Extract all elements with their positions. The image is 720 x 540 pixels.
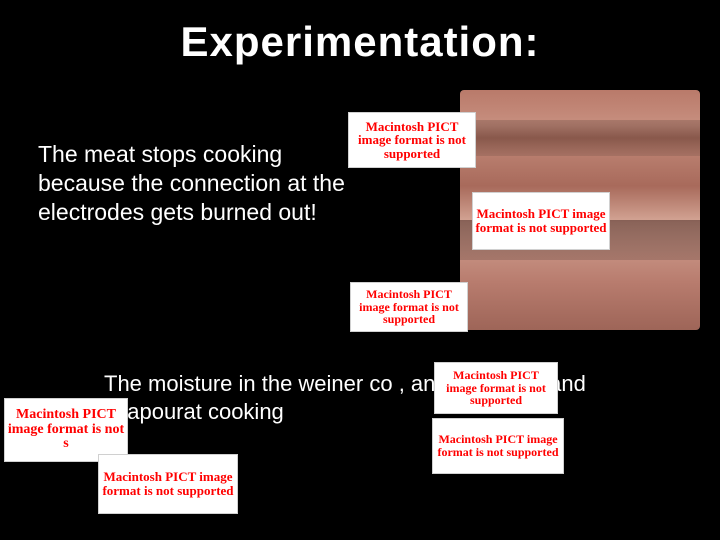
slide-title: Experimentation: xyxy=(0,18,720,66)
body-paragraph-1: The meat stops cooking because the conne… xyxy=(38,140,348,226)
pict-placeholder-0: Macintosh PICT image format is not suppo… xyxy=(348,112,476,168)
pict-placeholder-6: Macintosh PICT image format is not suppo… xyxy=(98,454,238,514)
pict-placeholder-1: Macintosh PICT image format is not suppo… xyxy=(472,192,610,250)
pict-placeholder-2: Macintosh PICT image format is not suppo… xyxy=(350,282,468,332)
pict-placeholder-3: Macintosh PICT image format is not suppo… xyxy=(434,362,558,414)
pict-placeholder-5: Macintosh PICT image format is not s xyxy=(4,398,128,462)
pict-placeholder-4: Macintosh PICT image format is not suppo… xyxy=(432,418,564,474)
